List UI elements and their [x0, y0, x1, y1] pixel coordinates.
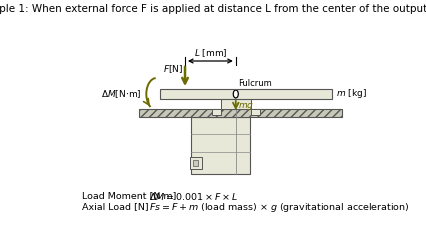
Text: $\Delta M = 0.001 \times F \times L$: $\Delta M = 0.001 \times F \times L$	[149, 191, 238, 202]
Text: Fulcrum: Fulcrum	[238, 79, 271, 88]
Text: $F$[N]: $F$[N]	[163, 63, 183, 75]
Text: $L$ [mm]: $L$ [mm]	[193, 47, 227, 59]
Text: $mg$: $mg$	[238, 101, 254, 112]
Text: Load Moment [N·m]: Load Moment [N·m]	[81, 191, 176, 201]
Bar	[191, 117, 249, 174]
Text: $Fs = F + m$ (load mass) $\times$ $g$ (gravitational acceleration): $Fs = F + m$ (load mass) $\times$ $g$ (g…	[149, 201, 409, 213]
Bar	[220, 99, 250, 109]
Bar	[211, 109, 220, 115]
Bar	[190, 157, 201, 169]
Text: $m$ [kg]: $m$ [kg]	[335, 87, 366, 99]
Bar	[159, 89, 331, 99]
Text: Axial Load [N]: Axial Load [N]	[81, 202, 148, 212]
Bar	[250, 109, 259, 115]
Bar	[192, 160, 197, 166]
Circle shape	[233, 90, 238, 98]
Bar	[138, 109, 341, 117]
Text: Example 1: When external force F is applied at distance L from the center of the: Example 1: When external force F is appl…	[0, 4, 426, 14]
Text: $\Delta M$[N$\cdot$m]: $\Delta M$[N$\cdot$m]	[101, 88, 141, 100]
